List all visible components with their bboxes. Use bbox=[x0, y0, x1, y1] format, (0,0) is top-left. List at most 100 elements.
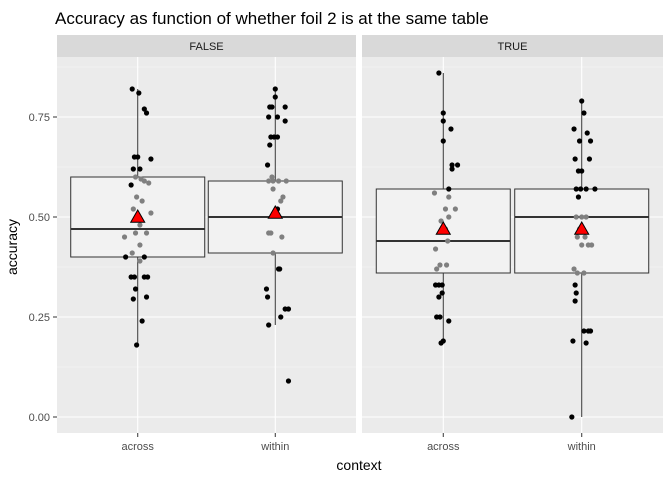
data-point bbox=[579, 242, 585, 248]
data-point bbox=[263, 286, 270, 292]
data-point bbox=[137, 222, 143, 228]
y-tick-label: 0.75 bbox=[29, 112, 50, 124]
data-point bbox=[128, 182, 134, 188]
data-point bbox=[131, 274, 138, 280]
x-tick-label: across bbox=[122, 441, 155, 453]
data-point bbox=[569, 414, 575, 420]
y-tick-label: 0.50 bbox=[29, 212, 50, 224]
data-point bbox=[272, 86, 278, 92]
data-point bbox=[266, 322, 272, 328]
data-point bbox=[278, 314, 284, 320]
group-within: within bbox=[514, 98, 650, 453]
data-point bbox=[132, 174, 139, 180]
data-point bbox=[571, 126, 577, 132]
data-point bbox=[589, 242, 595, 248]
data-point bbox=[134, 194, 140, 200]
mean-marker bbox=[573, 220, 590, 235]
data-point bbox=[584, 130, 590, 136]
data-point bbox=[141, 106, 147, 112]
data-point bbox=[574, 234, 580, 240]
mean-marker bbox=[267, 204, 284, 219]
data-point bbox=[586, 156, 593, 162]
data-point bbox=[121, 234, 128, 240]
data-point bbox=[132, 286, 139, 292]
data-point bbox=[139, 198, 145, 204]
data-point bbox=[134, 342, 140, 348]
data-point bbox=[578, 186, 584, 192]
data-point bbox=[439, 282, 445, 288]
group-within: within bbox=[207, 86, 343, 453]
data-point bbox=[285, 378, 292, 384]
data-point bbox=[123, 254, 129, 260]
data-point bbox=[446, 318, 452, 324]
data-point bbox=[266, 178, 272, 184]
data-point bbox=[132, 230, 139, 236]
data-point bbox=[583, 186, 589, 192]
data-point bbox=[431, 190, 438, 196]
x-tick-label: across bbox=[427, 441, 460, 453]
data-point bbox=[452, 206, 458, 212]
data-point bbox=[572, 282, 578, 288]
data-point bbox=[139, 318, 145, 324]
data-point bbox=[446, 186, 452, 192]
data-point bbox=[135, 154, 141, 160]
data-point bbox=[146, 180, 152, 186]
data-point bbox=[437, 262, 443, 268]
data-point bbox=[442, 206, 449, 212]
data-point bbox=[266, 114, 272, 120]
data-point bbox=[579, 98, 585, 104]
data-point bbox=[583, 214, 589, 220]
data-point bbox=[279, 234, 285, 240]
data-point bbox=[130, 296, 136, 302]
data-point bbox=[283, 178, 289, 184]
data-point bbox=[282, 104, 288, 110]
data-point bbox=[582, 234, 588, 240]
data-point bbox=[574, 270, 580, 276]
data-point bbox=[270, 186, 276, 192]
data-point bbox=[143, 230, 150, 236]
facet-panel-false: FALSE across within bbox=[57, 35, 356, 453]
data-point bbox=[439, 290, 445, 296]
data-point bbox=[264, 162, 271, 168]
data-point bbox=[145, 274, 151, 280]
data-point bbox=[129, 250, 135, 256]
data-point bbox=[130, 206, 136, 212]
data-point bbox=[445, 238, 451, 244]
x-tick-label: within bbox=[260, 441, 289, 453]
data-point bbox=[587, 328, 594, 334]
data-point bbox=[443, 262, 450, 268]
data-point bbox=[440, 138, 446, 144]
data-point bbox=[575, 194, 582, 200]
data-point bbox=[570, 338, 576, 344]
x-tick-label: within bbox=[567, 441, 596, 453]
data-point bbox=[448, 126, 454, 132]
data-point bbox=[440, 118, 446, 124]
data-point bbox=[282, 306, 288, 312]
data-point bbox=[137, 242, 143, 248]
data-point bbox=[278, 198, 284, 204]
data-point bbox=[446, 194, 452, 200]
facet-panels: 0.00 0.25 0.50 0.75 FALSE across within TRUE acr… bbox=[29, 35, 663, 453]
data-point bbox=[137, 258, 143, 264]
data-point bbox=[130, 166, 136, 172]
mean-marker bbox=[435, 220, 452, 235]
data-point bbox=[581, 328, 587, 334]
chart-title: Accuracy as function of whether foil 2 i… bbox=[55, 9, 489, 28]
data-point bbox=[449, 166, 455, 172]
data-point bbox=[583, 340, 589, 346]
data-point bbox=[280, 194, 286, 200]
data-point bbox=[148, 156, 154, 162]
data-point bbox=[275, 178, 282, 184]
data-point bbox=[270, 178, 276, 184]
facet-strip-label: FALSE bbox=[189, 41, 223, 53]
y-axis-title: accuracy bbox=[4, 219, 20, 275]
data-point bbox=[432, 246, 439, 252]
data-point bbox=[572, 298, 578, 304]
data-point bbox=[436, 70, 442, 76]
facet-panel-true: TRUE across within bbox=[362, 35, 663, 453]
data-point bbox=[576, 138, 583, 144]
data-point bbox=[143, 294, 150, 300]
data-point bbox=[269, 174, 275, 180]
data-point bbox=[437, 314, 443, 320]
